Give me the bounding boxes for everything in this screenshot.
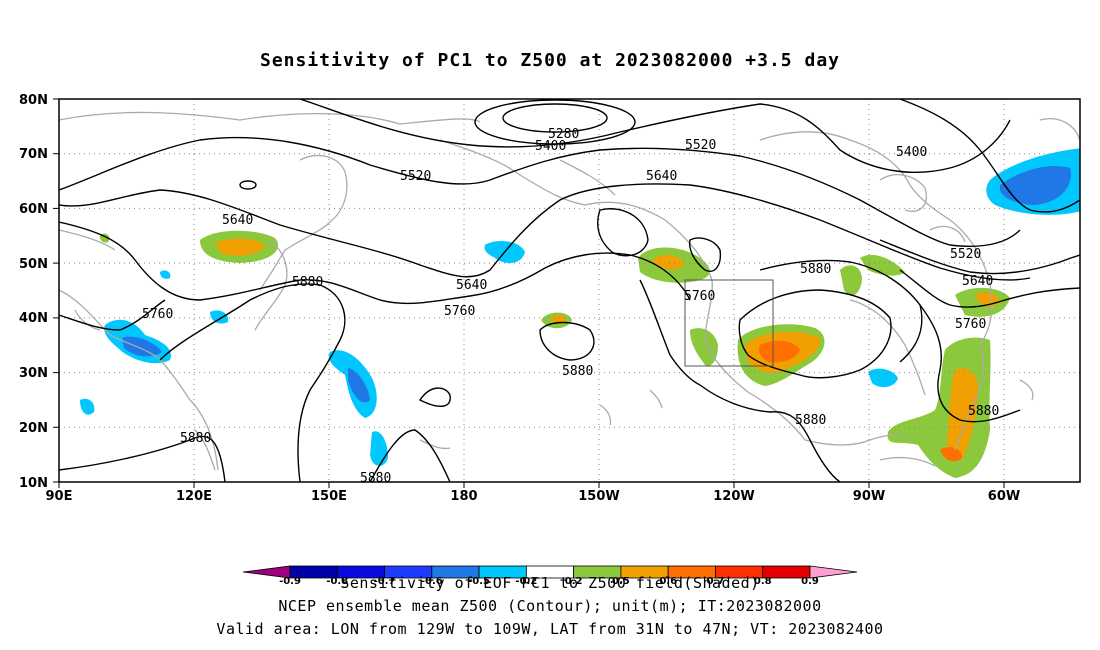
caption-line-2: NCEP ensemble mean Z500 (Contour); unit(…: [278, 597, 822, 615]
grid-lines: [59, 99, 1080, 482]
shade-red-swus: [758, 340, 800, 363]
colorbar-tick-label: 0.9: [801, 576, 819, 587]
contour-label: 5520: [400, 169, 431, 184]
shade-negative-japan-south: [210, 310, 229, 324]
lat-tick-label: 70N: [19, 147, 48, 162]
lat-tick-label: 60N: [19, 202, 48, 217]
contour-label: 5400: [535, 139, 566, 154]
contour-label: 5640: [222, 213, 253, 228]
lat-tick-label: 80N: [19, 93, 48, 108]
page-title: Sensitivity of PC1 to Z500 at 2023082000…: [259, 50, 840, 71]
shade-negative-gulf-coast: [868, 368, 898, 388]
lat-tick-label: 20N: [19, 421, 48, 436]
colorbar-tick-label: 0.2: [565, 576, 583, 587]
contour-label: 5880: [795, 413, 826, 428]
z500-contours: [59, 99, 1080, 482]
lon-tick-label: 120E: [176, 489, 212, 504]
colorbar-tick-label: -0.6: [421, 576, 443, 587]
contour-label: 5880: [360, 471, 391, 486]
contour-label: 5760: [444, 304, 475, 319]
colorbar-extend-high: [809, 565, 858, 579]
lon-tick-labels: 90E 120E 150E 180 150W 120W 90W 60W: [46, 489, 1021, 504]
lon-tick-label: 120W: [713, 489, 754, 504]
map-frame: [58, 98, 1081, 483]
lat-tick-label: 40N: [19, 311, 48, 326]
colorbar-tick-label: -0.9: [279, 576, 301, 587]
lat-tick-label: 10N: [19, 476, 48, 491]
contour-label: 5640: [962, 274, 993, 289]
colorbar-tick-label: 0.8: [754, 576, 772, 587]
shade-blue-philippine-sea: [348, 368, 370, 403]
shade-blue-southchina: [122, 336, 162, 357]
contour-label: 5520: [685, 138, 716, 153]
contour-label: 5760: [142, 307, 173, 322]
lat-tick-label: 30N: [19, 366, 48, 381]
shade-blue-atlantic: [999, 165, 1071, 205]
shade-red-caribbean: [940, 447, 962, 462]
contour-label: 5880: [180, 431, 211, 446]
caption-line-1: Sensitivity of EOF PC1 to Z500 field(Sha…: [340, 574, 760, 592]
contour-label: 5520: [950, 247, 981, 262]
colorbar-tick-label: 0.5: [612, 576, 630, 587]
lat-tick-label: 50N: [19, 257, 48, 272]
caption-line-3: Valid area: LON from 129W to 109W, LAT f…: [216, 620, 884, 638]
shade-positive-great-lakes: [860, 254, 905, 276]
contour-label: 5280: [548, 127, 579, 142]
contour-label: 5640: [646, 169, 677, 184]
colorbar-tick-label: -0.2: [515, 576, 537, 587]
contour-labels: 5280 5400 5520 5400 5520 5640 5640 5640 …: [142, 127, 999, 486]
lon-tick-label: 150E: [311, 489, 347, 504]
colorbar-tick-label: -0.7: [374, 576, 396, 587]
shaded-sensitivity: [80, 148, 1080, 478]
contour-label: 5880: [562, 364, 593, 379]
colorbar-tick-label: -0.5: [468, 576, 490, 587]
contour-label: 5880: [800, 262, 831, 277]
lat-tick-labels: 80N 70N 60N 50N 40N 30N 20N 10N: [19, 93, 48, 491]
contour-label: 5640: [456, 278, 487, 293]
colorbar-tick-label: 0.6: [659, 576, 677, 587]
contour-label: 5760: [955, 317, 986, 332]
contour-label: 5760: [684, 289, 715, 304]
colorbar-tick-label: -0.8: [326, 576, 348, 587]
shade-negative-luzon: [80, 398, 95, 415]
shade-orange-japan: [215, 238, 265, 256]
contour-label: 5880: [292, 275, 323, 290]
shade-orange-155w: [551, 314, 566, 324]
shade-positive-plains: [840, 265, 862, 296]
shade-negative-guam: [370, 431, 388, 466]
shade-orange-eastcoast: [947, 368, 978, 461]
shade-negative-china-small: [160, 270, 171, 279]
lon-tick-label: 60W: [988, 489, 1020, 504]
colorbar-tick-label: 0.7: [707, 576, 725, 587]
valid-area-box: [684, 279, 774, 367]
contour-label: 5880: [968, 404, 999, 419]
tick-marks: [53, 98, 1005, 488]
lon-tick-label: 90W: [853, 489, 885, 504]
shade-positive-westcoast: [690, 328, 718, 366]
shade-orange-gulf-alaska: [652, 255, 685, 270]
colorbar: -0.9 -0.8 -0.7 -0.6 -0.5 -0.2 0.2 0.5 0.6 0.7 0.8 0…: [242, 565, 858, 587]
contour-label: 5400: [896, 145, 927, 160]
lon-tick-label: 180: [450, 489, 477, 504]
lon-tick-label: 150W: [578, 489, 619, 504]
lon-tick-label: 90E: [46, 489, 73, 504]
